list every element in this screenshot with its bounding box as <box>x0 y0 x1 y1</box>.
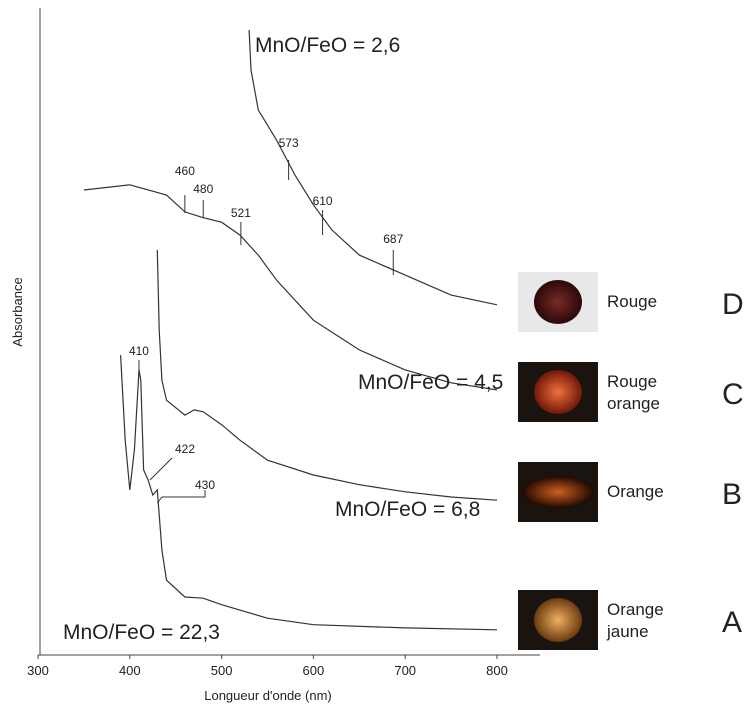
sample-label: orange <box>607 394 660 413</box>
sample-letter: C <box>722 378 744 411</box>
sample-letter: A <box>722 606 742 639</box>
spectrum-line <box>248 29 498 306</box>
series-label: MnO/FeO = 22,3 <box>63 621 220 644</box>
gem <box>522 476 594 508</box>
series-label: MnO/FeO = 2,6 <box>255 34 400 57</box>
spectrum-line <box>156 249 498 501</box>
x-tick-label: 700 <box>394 663 416 678</box>
peak-label: 480 <box>193 182 213 196</box>
x-tick-label: 300 <box>27 663 49 678</box>
sample-label: Orange <box>607 482 664 501</box>
gem <box>534 370 582 414</box>
peak-marker <box>149 457 173 481</box>
spectrum-line <box>120 355 498 631</box>
sample-label: Rouge <box>607 292 657 311</box>
peak-label: 410 <box>129 344 149 358</box>
sample-letter: D <box>722 288 744 321</box>
x-tick-label: 600 <box>303 663 325 678</box>
x-axis-label: Longueur d'onde (nm) <box>204 688 332 703</box>
x-tick-label: 400 <box>119 663 141 678</box>
x-tick-label: 500 <box>211 663 233 678</box>
y-axis-label: Absorbance <box>10 277 25 346</box>
peak-label: 430 <box>195 478 215 492</box>
sample-letter: B <box>722 478 742 511</box>
series-label: MnO/FeO = 4,5 <box>358 371 503 394</box>
gem <box>534 280 582 324</box>
sample-label: Orange <box>607 600 664 619</box>
peak-marker <box>156 490 206 504</box>
peak-label: 610 <box>313 194 333 208</box>
peak-label: 573 <box>279 136 299 150</box>
spectrum-line <box>83 184 498 391</box>
x-tick-label: 800 <box>486 663 508 678</box>
peak-label: 687 <box>383 232 403 246</box>
peak-label: 460 <box>175 164 195 178</box>
series-label: MnO/FeO = 6,8 <box>335 498 480 521</box>
gem <box>534 598 582 642</box>
sample-label: Rouge <box>607 372 657 391</box>
peak-label: 422 <box>175 442 195 456</box>
sample-label: jaune <box>606 622 649 641</box>
peak-label: 521 <box>231 206 251 220</box>
